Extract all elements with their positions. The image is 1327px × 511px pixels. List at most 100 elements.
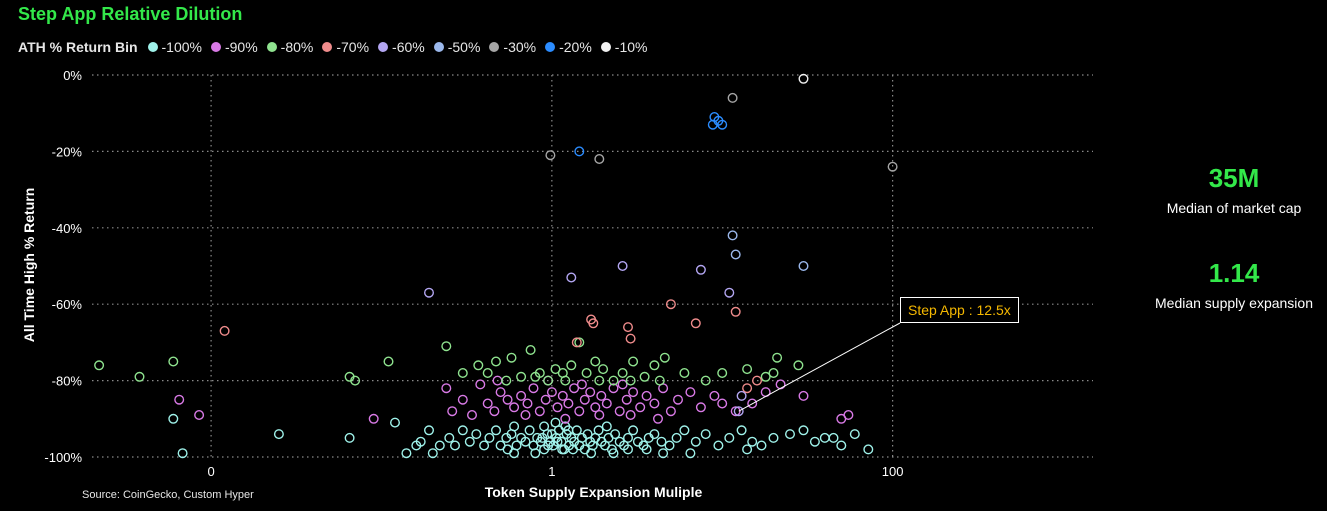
source-note: Source: CoinGecko, Custom Hyper <box>82 489 254 501</box>
data-point <box>219 325 230 336</box>
data-point <box>843 410 854 421</box>
data-point <box>656 436 667 447</box>
kpi-value: 35M <box>1208 163 1260 193</box>
kpi-label: Median of market cap <box>1166 200 1302 216</box>
data-point <box>350 375 361 386</box>
data-point <box>730 306 741 317</box>
data-point <box>464 436 475 447</box>
legend-item-30[interactable]: -30% <box>489 39 536 55</box>
data-point <box>479 440 490 451</box>
data-point <box>617 261 628 272</box>
data-point <box>724 287 735 298</box>
kpi-value: 1.14 <box>1208 258 1260 288</box>
step-app-annotation: Step App : 12.5x <box>900 297 1019 323</box>
data-point <box>596 390 607 401</box>
legend-item-80[interactable]: -80% <box>266 39 313 55</box>
data-point <box>695 402 706 413</box>
data-point <box>484 432 495 443</box>
legend-item-10[interactable]: -10% <box>600 39 647 55</box>
data-point <box>482 398 493 409</box>
legend-marker <box>545 42 556 52</box>
data-point <box>608 383 619 394</box>
data-point <box>623 322 634 333</box>
legend-item-90[interactable]: -90% <box>210 39 258 55</box>
data-point <box>383 356 394 367</box>
data-point <box>569 383 580 394</box>
data-point <box>819 432 830 443</box>
data-point <box>552 402 563 413</box>
data-point <box>543 440 554 451</box>
data-point <box>849 429 860 440</box>
data-point <box>557 444 568 455</box>
data-point <box>747 436 758 447</box>
data-point <box>516 390 527 401</box>
data-point <box>887 161 898 172</box>
data-point <box>545 150 556 161</box>
data-point <box>576 379 587 390</box>
y-tick-label: -80% <box>52 374 83 389</box>
data-point <box>520 410 531 421</box>
legend-marker <box>433 42 444 52</box>
data-point <box>649 360 660 371</box>
data-point <box>574 406 585 417</box>
data-point <box>594 153 605 164</box>
data-point <box>747 398 758 409</box>
legend-item-100[interactable]: -100% <box>147 39 202 55</box>
data-point <box>679 425 690 436</box>
data-point <box>623 432 634 443</box>
data-point <box>641 444 652 455</box>
legend-item-20[interactable]: -20% <box>545 39 592 55</box>
data-point <box>742 364 753 375</box>
data-point <box>601 398 612 409</box>
legend-item-70[interactable]: -70% <box>322 39 369 55</box>
data-point <box>641 390 652 401</box>
data-point <box>768 432 779 443</box>
legend-item-50[interactable]: -50% <box>433 39 480 55</box>
data-point <box>590 402 601 413</box>
data-point <box>586 448 597 459</box>
legend-marker <box>489 42 500 52</box>
data-point <box>530 371 541 382</box>
data-point <box>798 73 809 84</box>
legend: ATH % Return Bin -100% -90% -80% -70% -6… <box>18 39 656 55</box>
data-point <box>457 368 468 379</box>
data-point <box>659 352 670 363</box>
data-point <box>593 425 604 436</box>
data-point <box>534 406 545 417</box>
data-point <box>441 341 452 352</box>
data-point <box>177 448 188 459</box>
data-point <box>585 387 596 398</box>
data-point <box>368 413 379 424</box>
data-point <box>525 345 536 356</box>
data-point <box>700 375 711 386</box>
data-point <box>614 406 625 417</box>
data-point <box>625 410 636 421</box>
data-point <box>772 352 783 363</box>
data-point <box>502 444 513 455</box>
data-point <box>94 360 105 371</box>
data-point <box>411 440 422 451</box>
data-point <box>685 448 696 459</box>
data-point <box>506 352 517 363</box>
data-point <box>679 368 690 379</box>
data-point <box>724 432 735 443</box>
data-point <box>434 440 445 451</box>
legend-item-60[interactable]: -60% <box>378 39 425 55</box>
data-point <box>690 318 701 329</box>
data-point <box>617 379 628 390</box>
x-tick-label: 0 <box>207 464 214 479</box>
data-point <box>174 394 185 405</box>
data-point <box>571 425 582 436</box>
chart-title: Step App Relative Dilution <box>18 4 243 24</box>
data-point <box>482 368 493 379</box>
data-point <box>457 425 468 436</box>
legend-marker <box>378 42 389 52</box>
data-point <box>540 394 551 405</box>
data-point <box>809 436 820 447</box>
data-point <box>563 398 574 409</box>
data-point <box>649 398 660 409</box>
data-point <box>625 375 636 386</box>
data-point <box>695 264 706 275</box>
data-point <box>717 119 728 130</box>
